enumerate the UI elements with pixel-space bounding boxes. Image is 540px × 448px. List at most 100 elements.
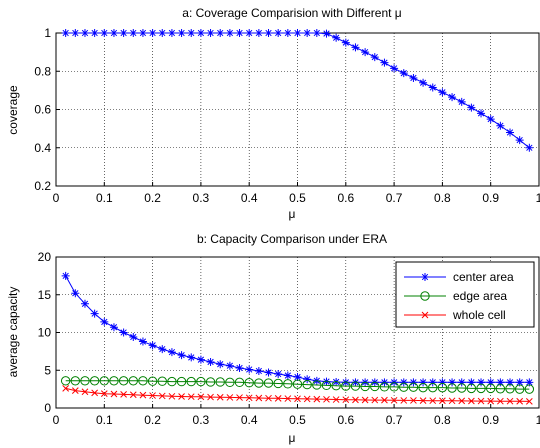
chart-a-grid <box>56 33 539 186</box>
data-point <box>438 88 446 96</box>
xtick-label: 0.3 <box>193 413 210 427</box>
data-point <box>168 348 176 356</box>
data-point <box>187 29 195 37</box>
data-point <box>197 29 205 37</box>
xtick-label: 0 <box>53 191 60 205</box>
data-point <box>71 289 79 297</box>
data-point <box>91 29 99 37</box>
data-point <box>265 29 273 37</box>
legend-marker-center-area <box>421 273 429 281</box>
ytick-label: 0.4 <box>34 141 51 155</box>
xtick-label: 0.7 <box>386 413 403 427</box>
data-point <box>91 310 99 318</box>
chart-b-ylabel: average capacity <box>6 287 20 378</box>
data-point <box>129 333 137 341</box>
data-point <box>496 122 504 130</box>
data-point <box>351 43 359 51</box>
data-point <box>400 69 408 77</box>
ytick-label: 1 <box>44 26 51 40</box>
data-point <box>448 93 456 101</box>
data-point <box>284 372 292 380</box>
data-point <box>120 29 128 37</box>
xtick-label: 0.7 <box>386 191 403 205</box>
chart-b-yticks: 0 5 10 15 20 <box>38 250 60 415</box>
xtick-label: 0.6 <box>337 413 354 427</box>
legend-label-whole-cell: whole cell <box>452 308 506 322</box>
ytick-label: 15 <box>38 288 52 302</box>
xtick-label: 0.2 <box>144 413 161 427</box>
xtick-label: 1 <box>536 191 540 205</box>
chart-b-xticks: 0 0.1 0.2 0.3 0.4 0.5 0.6 0.7 0.8 0.9 1 <box>53 404 540 427</box>
data-point <box>139 338 147 346</box>
data-point <box>361 48 369 56</box>
xtick-label: 0.5 <box>289 191 306 205</box>
data-point <box>120 329 128 337</box>
chart-a-title: a: Coverage Comparision with Different μ <box>182 6 402 20</box>
chart-b-title: b: Capacity Comparison under ERA <box>197 232 387 246</box>
data-point <box>178 351 186 359</box>
data-point <box>197 356 205 364</box>
ytick-label: 5 <box>44 363 51 377</box>
data-point <box>380 59 388 67</box>
ytick-label: 20 <box>38 250 52 264</box>
xtick-label: 0.8 <box>434 413 451 427</box>
ytick-label: 10 <box>38 326 52 340</box>
data-point <box>332 34 340 42</box>
data-point <box>81 29 89 37</box>
data-point <box>477 109 485 117</box>
data-point <box>110 323 118 331</box>
data-point <box>187 353 195 361</box>
data-point <box>245 365 253 373</box>
data-point <box>226 29 234 37</box>
xtick-label: 0.9 <box>482 191 499 205</box>
legend-label-edge-area: edge area <box>453 289 507 303</box>
xtick-label: 0.4 <box>241 413 258 427</box>
data-point <box>294 29 302 37</box>
data-point <box>226 362 234 370</box>
xtick-label: 0.1 <box>96 191 113 205</box>
chart-b: b: Capacity Comparison under ERA 0 0.1 0.2… <box>6 232 540 445</box>
data-point <box>158 345 166 353</box>
data-point <box>110 29 118 37</box>
xtick-label: 0.6 <box>337 191 354 205</box>
data-point <box>525 144 533 152</box>
ytick-label: 0.8 <box>34 64 51 78</box>
xtick-label: 0.8 <box>434 191 451 205</box>
ytick-label: 0 <box>44 401 51 415</box>
data-point <box>371 53 379 61</box>
xtick-label: 0.1 <box>96 413 113 427</box>
xtick-label: 0.4 <box>241 191 258 205</box>
data-point <box>216 29 224 37</box>
xtick-label: 0.9 <box>482 413 499 427</box>
xtick-label: 1 <box>536 413 540 427</box>
data-point <box>158 29 166 37</box>
data-point <box>419 79 427 87</box>
data-point <box>207 29 215 37</box>
data-point <box>129 29 137 37</box>
chart-b-xlabel: μ <box>289 431 296 445</box>
data-point <box>255 367 263 375</box>
data-point <box>255 29 263 37</box>
data-point <box>390 64 398 72</box>
data-point <box>236 364 244 372</box>
data-point <box>139 29 147 37</box>
data-point <box>207 358 215 366</box>
data-point <box>265 369 273 377</box>
data-point <box>458 98 466 106</box>
ytick-label: 0.2 <box>34 179 51 193</box>
data-point <box>149 29 157 37</box>
data-point <box>274 370 282 378</box>
data-point <box>313 29 321 37</box>
data-point <box>216 360 224 368</box>
data-point <box>71 29 79 37</box>
data-point <box>100 318 108 326</box>
chart-a-xlabel: μ <box>289 207 296 221</box>
data-point <box>487 115 495 123</box>
data-point <box>236 29 244 37</box>
data-point <box>168 29 176 37</box>
data-point <box>245 29 253 37</box>
xtick-label: 0.3 <box>193 191 210 205</box>
chart-b-legend: center area edge area whole cell <box>396 262 534 327</box>
data-point <box>284 29 292 37</box>
data-point <box>400 378 408 386</box>
